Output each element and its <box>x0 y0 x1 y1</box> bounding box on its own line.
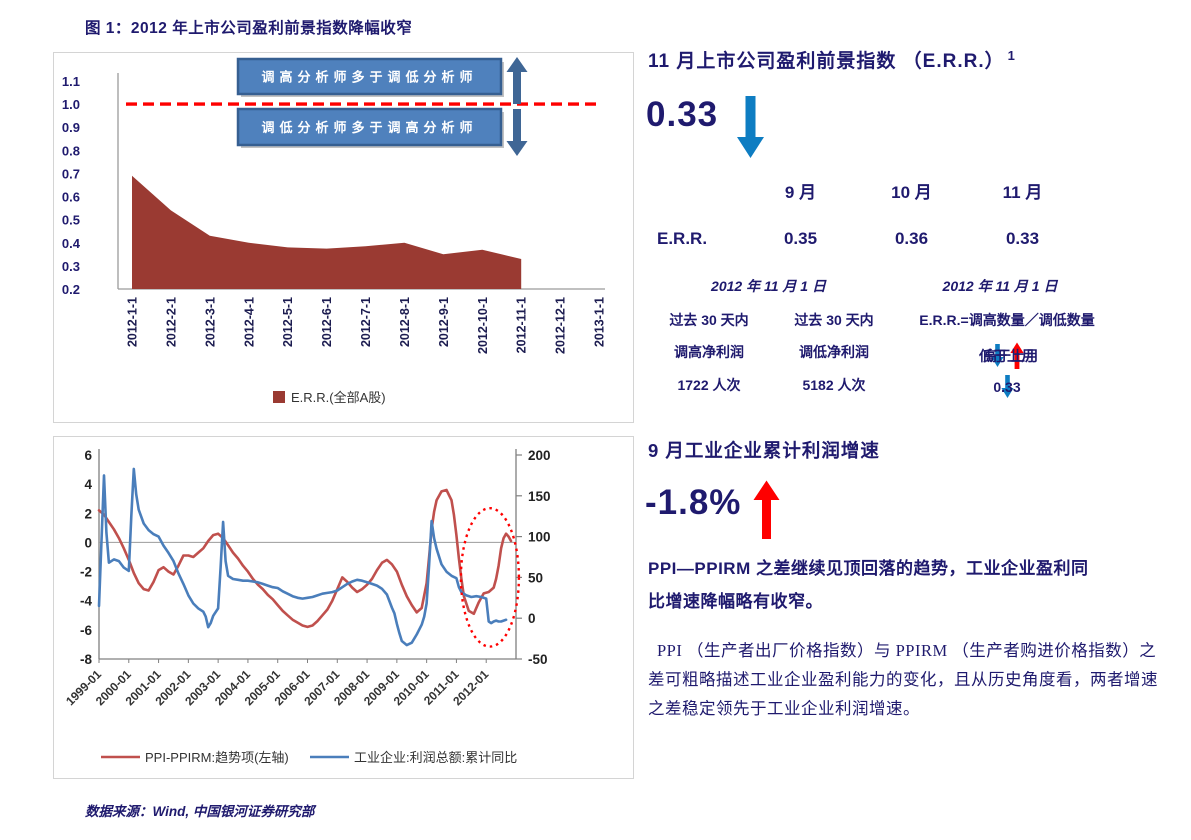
legend-label: E.R.R.(全部A股) <box>291 390 386 405</box>
above-last-month-label: 高于上月 <box>983 348 1039 364</box>
err-chart-panel: 1.1 1.0 0.9 0.8 0.7 0.6 0.5 0.4 0.3 0.2 2012-1-1 20… <box>53 52 634 423</box>
left-tick-label: 0 <box>84 535 92 550</box>
right-tick-label: 200 <box>528 448 551 463</box>
err-heading-text: 11 月上市公司盈利前景指数 （E.R.R.） <box>648 51 1005 72</box>
annotation-text: 调低分析师多于调高分析师 <box>261 120 477 135</box>
legend-swatch <box>273 391 285 403</box>
err-big-value-row: 0.33 <box>646 94 765 159</box>
right-tick-label: 0 <box>528 611 536 626</box>
table-header-nov: 11 月 <box>1002 183 1043 202</box>
left-tick-label: 6 <box>84 448 92 463</box>
left-tick-label: -6 <box>80 623 92 638</box>
info-col2-line3: 5182 人次 <box>802 377 866 393</box>
x-tick-label: 2012-8-1 <box>398 297 412 347</box>
table-header-sep: 9 月 <box>784 183 817 202</box>
err-section-heading: 11 月上市公司盈利前景指数 （E.R.R.） 1 <box>648 46 1016 73</box>
profit-summary-paragraph: PPI—PPIRM 之差继续见顶回落的趋势，工业企业盈利同比增速降幅略有收窄。 <box>648 559 1089 611</box>
x-tick-label: 2013-1-1 <box>593 297 607 347</box>
right-tick-label: 150 <box>528 489 551 504</box>
x-tick-label: 2012-6-1 <box>320 297 334 347</box>
annotation-text: 调高分析师多于调低分析师 <box>261 70 477 85</box>
profit-explanation-paragraph: PPI （生产者出厂价格指数）与 PPIRM （生产者购进价格指数）之差可粗略描… <box>648 641 1158 718</box>
err-table: 9 月 10 月 11 月 E.R.R. 0.35 0.36 0.33 <box>648 178 1116 249</box>
down-arrow-icon <box>1000 375 1014 398</box>
right-tick-label: 100 <box>528 530 551 545</box>
table-corner-cell <box>648 178 745 203</box>
table-row-label: E.R.R. <box>657 229 708 248</box>
y-tick-label: 0.4 <box>62 236 81 251</box>
table-header-oct: 10 月 <box>891 183 932 202</box>
info-col1-line2: 调高净利润 <box>674 344 744 360</box>
left-tick-label: -8 <box>80 652 92 667</box>
right-tick-label: -50 <box>528 652 548 667</box>
ppi-chart-panel: 6 4 2 0 -2 -4 -6 -8 200 150 100 50 0 -50 1999-01 2000-0… <box>53 436 634 779</box>
annotation-box <box>236 57 503 96</box>
table-cell-nov: 0.33 <box>1005 229 1040 248</box>
info-formula: E.R.R.=调高数量／调低数量 <box>919 312 1095 328</box>
profit-value: -1.8% <box>645 483 742 522</box>
info-current-value: 0.33 <box>993 379 1021 395</box>
profit-section-heading: 9 月工业企业累计利润增速 <box>648 440 880 461</box>
y-tick-label: 0.2 <box>62 282 80 297</box>
up-arrow-icon <box>753 480 780 539</box>
footnote-superscript: 1 <box>1007 47 1016 63</box>
profit-big-value-row: -1.8% <box>645 480 780 540</box>
y-tick-label: 0.7 <box>62 166 80 181</box>
data-source-note: 数据来源：Wind, 中国银河证券研究部 <box>85 804 315 819</box>
y-tick-label: 0.8 <box>62 143 80 158</box>
x-tick-label: 2012-7-1 <box>359 297 373 347</box>
left-tick-label: -2 <box>80 565 92 580</box>
err-area-chart: 1.1 1.0 0.9 0.8 0.7 0.6 0.5 0.4 0.3 0.2 2012-1-1 20… <box>62 57 607 405</box>
x-tick-label: 2012-5-1 <box>281 297 295 347</box>
right-tick-label: 50 <box>528 570 543 585</box>
table-cell-oct: 0.36 <box>894 229 929 248</box>
ppi-profit-line-chart: 6420-2-4-6-8200150100500-501999-012000-0… <box>63 448 551 765</box>
err-info-grid: 2012 年 11 月 1 日 2012 年 11 月 1 日 过去 30 天内… <box>648 272 1168 407</box>
y-tick-label: 0.9 <box>62 120 80 135</box>
up-arrow-icon <box>1009 342 1024 369</box>
down-arrow-icon <box>506 109 528 156</box>
info-col1-line1: 过去 30 天内 <box>669 312 749 328</box>
legend-label-blue: 工业企业:利润总额:累计同比 <box>354 750 517 765</box>
left-tick-label: 2 <box>84 506 92 521</box>
series-line <box>97 488 513 629</box>
x-tick-label: 2012-4-1 <box>242 297 256 347</box>
y-tick-label: 0.5 <box>62 213 80 228</box>
x-tick-label: 2012-9-1 <box>437 297 451 347</box>
info-col2-line1: 过去 30 天内 <box>794 312 874 328</box>
info-col2-line2: 调低净利润 <box>799 344 869 360</box>
series-line <box>97 467 508 647</box>
info-left-date: 2012 年 11 月 1 日 <box>711 278 826 294</box>
x-tick-label: 2012-1-1 <box>126 297 140 347</box>
y-tick-label: 1.1 <box>62 74 80 89</box>
x-tick-label: 2012-12-1 <box>554 297 568 354</box>
annotation-box <box>236 107 503 147</box>
x-tick-label: 2012-2-1 <box>164 297 178 347</box>
info-current-value-row: 0.33 <box>896 375 1118 399</box>
left-tick-label: 4 <box>84 477 92 492</box>
err-value: 0.33 <box>646 95 719 134</box>
info-col1-line3: 1722 人次 <box>677 377 741 393</box>
y-tick-label: 0.6 <box>62 190 80 205</box>
left-tick-label: -4 <box>80 594 92 609</box>
x-tick-label: 2012-3-1 <box>203 297 217 347</box>
up-arrow-icon <box>506 57 528 104</box>
err-area-series <box>132 175 522 289</box>
info-compare-row: 低于上月 高于上月 <box>896 342 1118 370</box>
down-arrow-icon <box>990 344 1004 367</box>
highlight-ellipse <box>459 506 521 648</box>
below-last-month-label: 低于上月 <box>979 348 1035 364</box>
table-cell-sep: 0.35 <box>783 229 818 248</box>
y-tick-label: 0.3 <box>62 259 80 274</box>
legend-label-red: PPI-PPIRM:趋势项(左轴) <box>145 750 289 765</box>
down-arrow-icon <box>737 96 765 158</box>
x-tick-label: 2012-10-1 <box>476 297 490 354</box>
x-tick-label: 2012-11-1 <box>515 297 529 353</box>
info-right-date: 2012 年 11 月 1 日 <box>942 278 1058 294</box>
y-tick-label: 1.0 <box>62 97 80 112</box>
figure-title: 图 1：2012 年上市公司盈利前景指数降幅收窄 <box>85 20 413 37</box>
